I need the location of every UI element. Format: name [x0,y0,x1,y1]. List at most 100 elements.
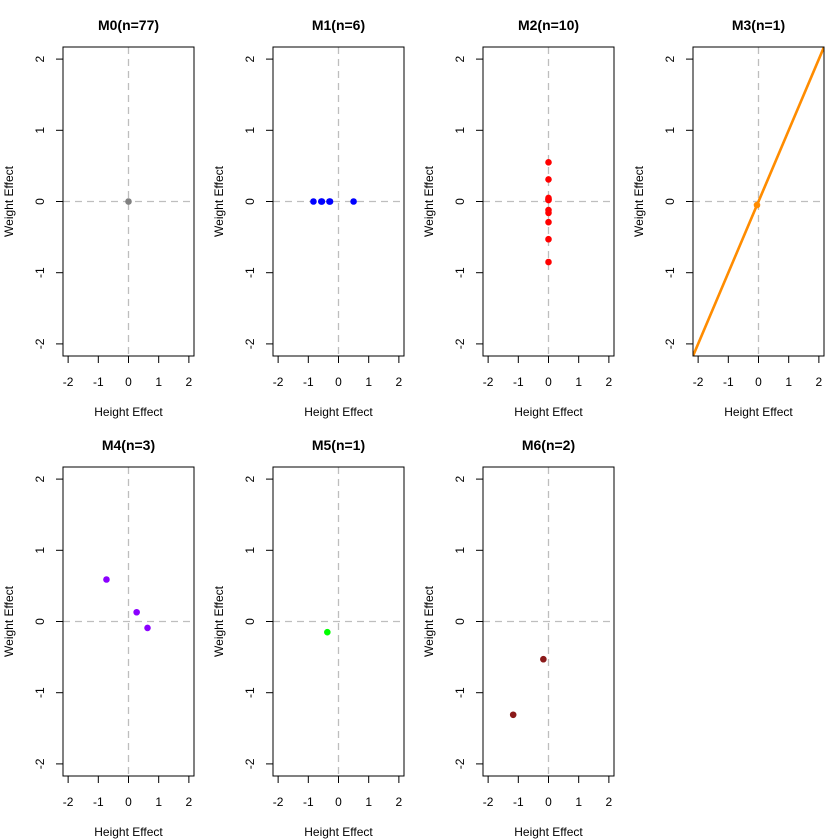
x-axis-label: Height Effect [724,405,793,419]
y-tick-label: -2 [453,338,467,349]
panel-m6: M6(n=2) -2 -1 0 1 2 -2 -1 0 1 2 Height Effect Weight… [422,437,615,839]
data-point [324,628,331,636]
panel-title: M4(n=3) [102,437,155,453]
x-axis-label: Height Effect [514,405,583,419]
data-point [545,218,552,226]
x-tick-label: -2 [273,795,284,809]
y-tick-label: -2 [663,338,677,349]
x-tick-label: -1 [303,795,314,809]
y-tick-label: -2 [243,758,257,769]
y-axis-label: Weight Effect [2,165,16,237]
x-tick-label: -2 [483,795,494,809]
x-axis-label: Height Effect [304,405,373,419]
data-point [310,198,317,205]
data-point [326,198,334,205]
y-axis-label: Weight Effect [422,585,436,657]
x-tick-label: -2 [63,375,74,389]
y-tick-label: 0 [663,198,677,205]
x-tick-label: 1 [785,375,792,389]
y-tick-label: 2 [243,475,257,482]
data-point [545,258,552,266]
data-point [540,655,547,663]
y-tick-label: 0 [453,618,467,625]
y-axis-label: Weight Effect [212,165,226,237]
panel-title: M3(n=1) [732,17,785,33]
y-tick-label: 1 [243,127,257,134]
x-tick-label: 1 [155,795,162,809]
y-tick-label: 1 [33,127,47,134]
y-tick-label: 2 [453,475,467,482]
x-tick-label: 2 [816,375,823,389]
y-tick-label: -1 [453,687,467,698]
x-tick-label: -2 [483,375,494,389]
x-tick-label: 0 [125,375,132,389]
y-axis-label: Weight Effect [212,585,226,657]
data-point [545,176,552,183]
y-tick-label: -1 [33,267,47,278]
y-tick-label: -2 [243,338,257,349]
y-tick-label: 0 [243,618,257,625]
x-tick-label: 0 [125,795,132,809]
y-tick-label: 2 [243,55,257,62]
y-tick-label: 1 [33,547,47,554]
x-tick-label: 2 [396,795,403,809]
x-axis-label: Height Effect [94,825,163,839]
x-axis-label: Height Effect [94,405,163,419]
data-point [103,576,110,583]
x-tick-label: -1 [513,795,524,809]
x-axis-label: Height Effect [304,825,373,839]
x-tick-label: 0 [755,375,762,389]
data-point [545,209,552,217]
data-point [318,198,326,205]
x-tick-label: 1 [155,375,162,389]
y-axis-label: Weight Effect [422,165,436,237]
x-tick-label: -1 [723,375,734,389]
x-tick-label: 1 [365,375,372,389]
y-tick-label: 2 [33,475,47,482]
y-tick-label: 0 [33,618,47,625]
x-tick-label: -1 [93,375,104,389]
x-axis-label: Height Effect [514,825,583,839]
x-tick-label: 0 [335,795,342,809]
panel-m2: M2(n=10) -2 -1 0 1 2 -2 -1 0 1 2 Height Effect Weigh… [422,17,615,419]
data-point [545,235,552,243]
panel-m0: M0(n=77) -2 -1 0 1 2 -2 -1 0 1 2 Height Effect Weigh… [2,17,195,419]
y-tick-label: 0 [453,198,467,205]
data-point [509,711,517,719]
y-tick-label: 2 [663,55,677,62]
panel-title: M5(n=1) [312,437,365,453]
x-tick-label: 2 [186,795,193,809]
data-point [125,198,132,205]
data-point [350,198,357,205]
x-tick-label: 1 [365,795,372,809]
y-axis-label: Weight Effect [2,585,16,657]
data-point [545,196,552,203]
x-tick-label: 1 [575,375,582,389]
data-point [144,624,151,632]
y-tick-label: 1 [243,547,257,554]
x-tick-label: -2 [693,375,704,389]
x-tick-label: 2 [396,375,403,389]
data-point [545,159,552,166]
fit-line [693,47,824,356]
x-tick-label: 1 [575,795,582,809]
y-tick-label: 0 [243,198,257,205]
y-tick-label: 0 [33,198,47,205]
y-tick-label: -2 [33,758,47,769]
panel-m5: M5(n=1) -2 -1 0 1 2 -2 -1 0 1 2 Height Effect Weight… [212,437,405,839]
panel-title: M1(n=6) [312,17,365,33]
panel-title: M0(n=77) [98,17,159,33]
x-tick-label: 2 [606,375,613,389]
y-tick-label: 1 [663,127,677,134]
panel-m4: M4(n=3) -2 -1 0 1 2 -2 -1 0 1 2 Height Effect Weight… [2,437,195,839]
panel-m1: M1(n=6) -2 -1 0 1 2 -2 -1 0 1 2 Height Effect Weight… [212,17,405,419]
y-tick-label: -2 [453,758,467,769]
x-tick-label: -2 [63,795,74,809]
y-tick-label: 1 [453,547,467,554]
panel-title: M6(n=2) [522,437,575,453]
x-tick-label: 0 [545,795,552,809]
y-tick-label: 2 [453,55,467,62]
y-tick-label: 1 [453,127,467,134]
x-tick-label: 2 [606,795,613,809]
panel-title: M2(n=10) [518,17,579,33]
